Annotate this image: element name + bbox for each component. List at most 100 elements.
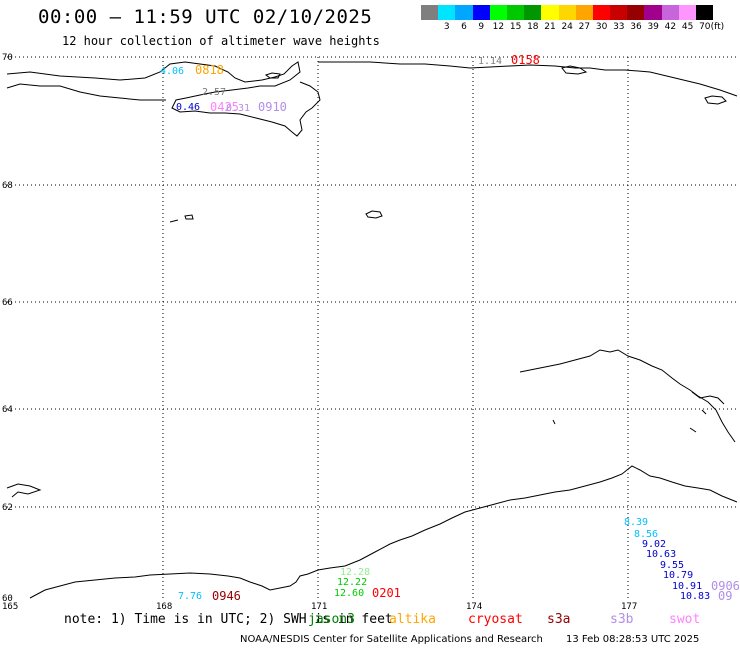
obs-label: 10.63 bbox=[646, 549, 676, 560]
satellite-altika: altika bbox=[389, 612, 436, 627]
island-wrangel bbox=[561, 65, 588, 75]
coast-koryak bbox=[29, 465, 738, 599]
legend-swatch bbox=[541, 5, 559, 20]
obs-time-label: 0158 bbox=[511, 53, 540, 67]
obs-label: 8.39 bbox=[624, 517, 648, 528]
obs-time-label: 0818 bbox=[195, 63, 224, 77]
legend-tick-label: 33 bbox=[613, 22, 625, 32]
page-title: 00:00 – 11:59 UTC 02/10/2025 bbox=[38, 6, 373, 28]
legend-swatch bbox=[627, 5, 645, 20]
lat-labels: 70 68 66 64 62 60 bbox=[2, 53, 13, 604]
legend-tick-label: 27 bbox=[578, 22, 591, 32]
satellite-swot: swot bbox=[669, 612, 701, 627]
observations: 4.06 0818 2.57 0.46 0425 0.31 0910 1.14 … bbox=[160, 53, 740, 603]
legend-tick-label: 70 bbox=[699, 22, 711, 32]
lon-label-174: 174 bbox=[466, 602, 482, 612]
coast-chukotka-east bbox=[519, 349, 736, 443]
legend-swatch bbox=[592, 5, 611, 20]
obs-time-label: 0425 bbox=[210, 100, 239, 114]
legend-swatch bbox=[438, 5, 456, 20]
lon-label-171: 171 bbox=[311, 602, 327, 612]
obs-label: 1.14 bbox=[478, 56, 502, 67]
legend-tick-label: 15 bbox=[509, 22, 522, 32]
lon-labels: 165 168 171 174 177 bbox=[2, 602, 637, 612]
coast-north-east bbox=[318, 61, 738, 97]
legend-swatch bbox=[644, 5, 662, 20]
obs-label: 7.76 bbox=[178, 591, 202, 602]
islet-west-a bbox=[169, 219, 179, 223]
legend-tick-label: 6 bbox=[461, 22, 467, 32]
obs-label: 9.02 bbox=[642, 539, 666, 550]
islet-west-b bbox=[184, 214, 194, 220]
legend-tick-label: 12 bbox=[492, 22, 505, 32]
island-north-right bbox=[704, 95, 727, 105]
footer-note: note: 1) Time is in UTC; 2) SWH is in fe… bbox=[64, 612, 393, 627]
legend-swatch bbox=[678, 5, 696, 20]
legend-tick-label: 36 bbox=[630, 22, 642, 32]
generated-timestamp: 13 Feb 08:28:53 UTC 2025 bbox=[566, 634, 700, 645]
obs-time-label: 0201 bbox=[372, 586, 401, 600]
coast-arctic-west bbox=[6, 83, 166, 101]
lon-label-165: 165 bbox=[2, 602, 18, 612]
obs-label: 4.06 bbox=[160, 66, 184, 77]
lon-label-177: 177 bbox=[621, 602, 637, 612]
legend-swatches bbox=[421, 5, 730, 20]
obs-label: 8.56 bbox=[634, 529, 658, 540]
obs-time-label: 0946 bbox=[212, 589, 241, 603]
lat-label-66: 66 bbox=[2, 298, 13, 308]
obs-label: 0.46 bbox=[176, 102, 200, 113]
lat-label-70: 70 bbox=[2, 53, 13, 63]
legend-tick-label: 9 bbox=[478, 22, 485, 32]
obs-time-label: 09 bbox=[718, 589, 732, 603]
legend-swatch bbox=[472, 5, 490, 20]
legend-swatch bbox=[421, 5, 439, 20]
graticule bbox=[7, 56, 737, 598]
coast-arctic-north bbox=[6, 61, 321, 137]
lat-label-60: 60 bbox=[2, 594, 13, 604]
legend-swatch bbox=[489, 5, 507, 20]
obs-label: 12.60 bbox=[334, 588, 364, 599]
legend-tick-label: 39 bbox=[647, 22, 659, 32]
lat-label-68: 68 bbox=[2, 181, 13, 191]
lat-label-64: 64 bbox=[2, 405, 13, 415]
legend-labels: 3 6 9 12 15 18 21 24 27 30 33 36 39 42 45 70 (ft) bbox=[421, 20, 730, 34]
legend-swatch bbox=[696, 5, 714, 20]
obs-time-label: 0910 bbox=[258, 100, 287, 114]
obs-label: 9.55 bbox=[660, 560, 684, 571]
obs-time-label: 0906 bbox=[711, 579, 740, 593]
satellite-s3b: s3b bbox=[610, 612, 634, 627]
legend-tick-label: 18 bbox=[527, 22, 539, 32]
satellite-s3a: s3a bbox=[547, 612, 571, 627]
legend-swatch bbox=[455, 5, 473, 20]
legend-tick-label: 21 bbox=[544, 22, 556, 32]
lat-label-62: 62 bbox=[2, 503, 13, 513]
legend-tick-label: 3 bbox=[443, 22, 450, 32]
lon-label-168: 168 bbox=[156, 602, 172, 612]
legend-swatch bbox=[558, 5, 576, 20]
legend-tick-label: 30 bbox=[595, 22, 608, 32]
legend-tick-label: 42 bbox=[664, 22, 677, 32]
legend-swatch bbox=[661, 5, 679, 20]
legend-swatch bbox=[506, 5, 525, 20]
satellite-jason3: jason3 bbox=[308, 612, 355, 627]
island-mid bbox=[365, 210, 383, 219]
page-subtitle: 12 hour collection of altimeter wave hei… bbox=[62, 34, 380, 48]
credit-line: NOAA/NESDIS Center for Satellite Applica… bbox=[240, 634, 543, 645]
coastline bbox=[6, 61, 738, 599]
satellite-cryosat: cryosat bbox=[468, 612, 523, 627]
obs-label: 0.31 bbox=[226, 103, 250, 114]
obs-label: 10.83 bbox=[680, 591, 710, 602]
legend-swatch bbox=[524, 5, 542, 20]
obs-label: 12.22 bbox=[337, 577, 367, 588]
obs-label: 10.91 bbox=[672, 581, 702, 592]
legend-unit-label: (ft) bbox=[710, 22, 725, 32]
island-north-left bbox=[264, 72, 281, 79]
islet-east bbox=[552, 419, 556, 425]
coast-anadyr bbox=[6, 483, 42, 498]
legend-tick-label: 45 bbox=[681, 22, 694, 32]
obs-label: 12.28 bbox=[340, 567, 370, 578]
legend-swatch bbox=[575, 5, 593, 20]
legend-tick-label: 24 bbox=[561, 22, 573, 32]
legend-swatch bbox=[610, 5, 628, 20]
